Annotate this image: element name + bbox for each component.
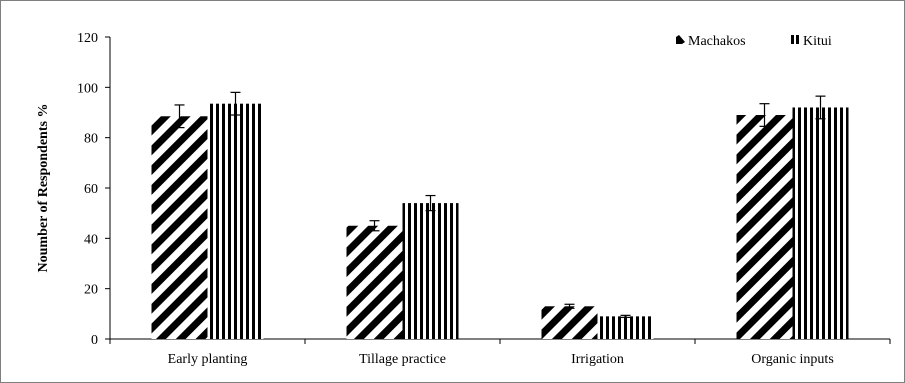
y-tick-label: 120	[77, 31, 98, 46]
x-category-label: Irrigation	[571, 352, 624, 367]
legend-swatch-machakos	[676, 35, 685, 44]
y-tick-label: 60	[84, 182, 98, 197]
legend-swatch-kitui-b	[796, 35, 799, 44]
x-category-label: Early planting	[168, 352, 248, 367]
bar-machakos-early-planting	[151, 116, 208, 340]
bar-machakos-irrigation	[541, 306, 598, 339]
legend-label-kitui: Kitui	[803, 34, 832, 49]
y-tick-label: 40	[84, 232, 98, 247]
y-tick-label: 0	[91, 333, 98, 348]
x-category-label: Organic inputs	[751, 352, 834, 367]
x-category-label: Tillage practice	[359, 352, 446, 367]
bar-kitui-irrigation	[597, 316, 654, 339]
y-tick-label: 100	[77, 81, 98, 96]
legend-label-machakos: Machakos	[688, 34, 746, 49]
y-tick-label: 20	[84, 283, 98, 298]
bar-kitui-tillage-practice	[402, 203, 459, 339]
bar-machakos-organic-inputs	[736, 115, 793, 340]
legend-swatch-kitui-a	[791, 35, 794, 44]
bar-kitui-organic-inputs	[792, 107, 849, 339]
y-axis-title: Noumber of Respondents %	[36, 104, 51, 273]
bar-machakos-tillage-practice	[346, 225, 403, 339]
y-tick-label: 80	[84, 132, 98, 147]
bar-kitui-early-planting	[207, 103, 264, 339]
